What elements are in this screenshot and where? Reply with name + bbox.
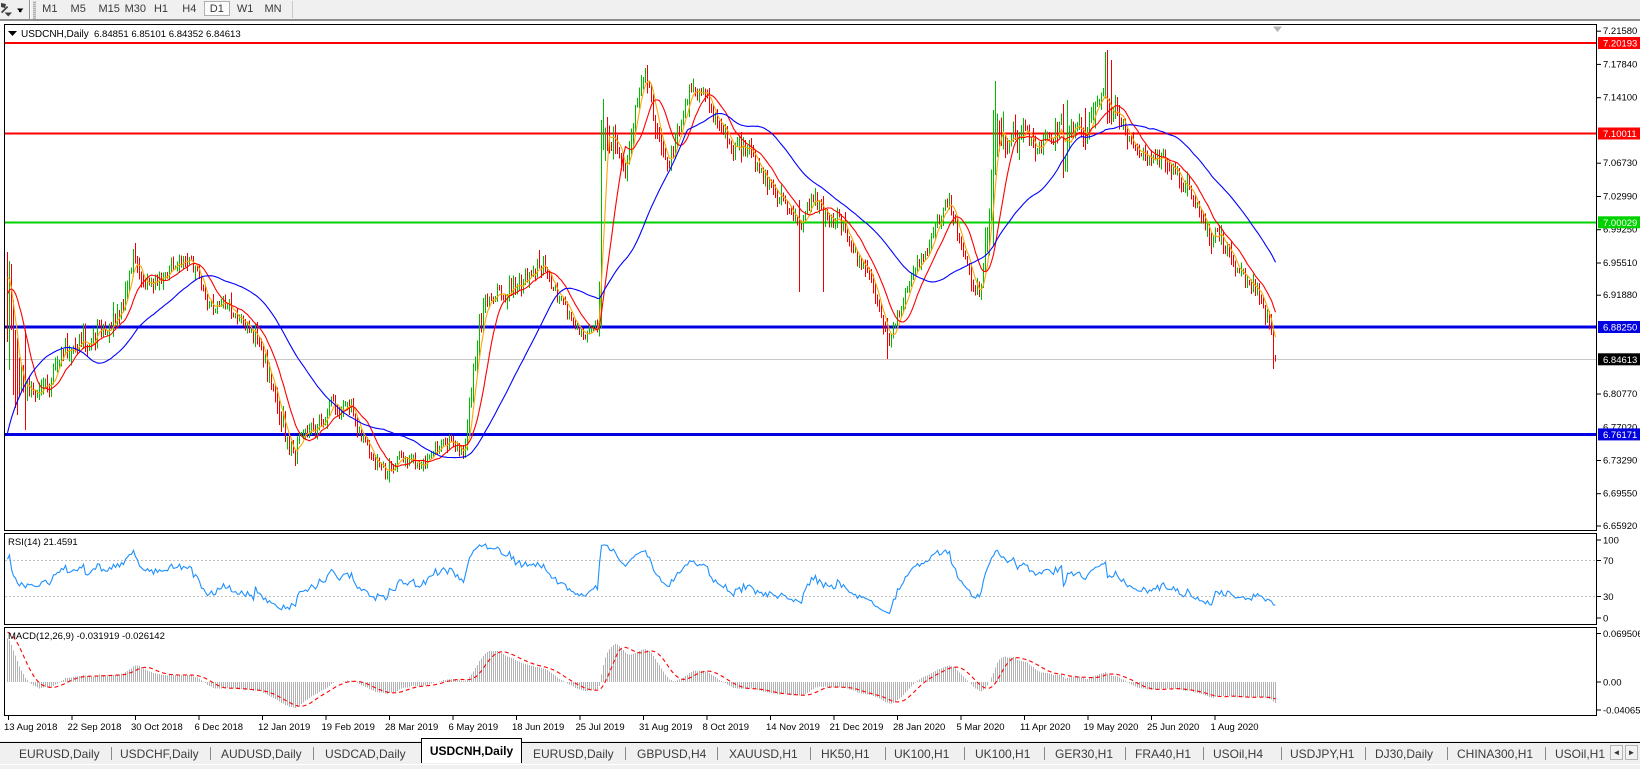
svg-text:6.84613: 6.84613 [1603,355,1637,366]
svg-text:6.69550: 6.69550 [1603,489,1637,500]
svg-text:MACD(12,26,9) -0.031919 -0.026: MACD(12,26,9) -0.031919 -0.026142 [8,631,165,642]
svg-text:8 Oct 2019: 8 Oct 2019 [703,722,749,733]
svg-text:7.02990: 7.02990 [1603,192,1637,203]
svg-text:7.17840: 7.17840 [1603,59,1637,70]
svg-text:31 Aug 2019: 31 Aug 2019 [639,722,692,733]
svg-text:6.76171: 6.76171 [1603,430,1637,441]
svg-text:30 Oct 2018: 30 Oct 2018 [131,722,183,733]
svg-text:28 Jan 2020: 28 Jan 2020 [893,722,945,733]
svg-text:6.91880: 6.91880 [1603,290,1637,301]
svg-text:1 Aug 2020: 1 Aug 2020 [1211,722,1259,733]
svg-text:21 Dec 2019: 21 Dec 2019 [830,722,884,733]
svg-text:18 Jun 2019: 18 Jun 2019 [512,722,564,733]
svg-text:0.00: 0.00 [1603,678,1622,689]
svg-text:USDCNH,Daily: USDCNH,Daily [21,29,89,40]
svg-text:6.65920: 6.65920 [1603,521,1637,532]
svg-text:100: 100 [1603,536,1619,547]
svg-text:6.88250: 6.88250 [1603,323,1637,334]
svg-text:6.77020: 6.77020 [1603,422,1637,433]
svg-text:6.99250: 6.99250 [1603,225,1637,236]
svg-text:11 Apr 2020: 11 Apr 2020 [1020,722,1071,733]
svg-text:7.14100: 7.14100 [1603,93,1637,104]
svg-text:28 Mar 2019: 28 Mar 2019 [385,722,438,733]
svg-text:22 Sep 2018: 22 Sep 2018 [68,722,122,733]
svg-text:6 May 2019: 6 May 2019 [449,722,499,733]
svg-text:0.069506: 0.069506 [1603,629,1640,640]
svg-text:6 Dec 2018: 6 Dec 2018 [195,722,244,733]
svg-text:19 Feb 2019: 19 Feb 2019 [322,722,375,733]
svg-text:25 Jun 2020: 25 Jun 2020 [1147,722,1199,733]
svg-text:6.80770: 6.80770 [1603,389,1637,400]
svg-text:RSI(14) 21.4591: RSI(14) 21.4591 [8,537,78,548]
svg-text:7.06730: 7.06730 [1603,158,1637,169]
svg-text:14 Nov 2019: 14 Nov 2019 [766,722,820,733]
svg-text:7.00029: 7.00029 [1603,218,1637,229]
svg-text:30: 30 [1603,592,1614,603]
svg-text:6.84851 6.85101 6.84352 6.8461: 6.84851 6.85101 6.84352 6.84613 [94,29,241,40]
svg-text:-0.040655: -0.040655 [1603,706,1640,717]
svg-text:7.21580: 7.21580 [1603,26,1637,37]
svg-text:25 Jul 2019: 25 Jul 2019 [576,722,625,733]
svg-text:19 May 2020: 19 May 2020 [1084,722,1139,733]
svg-text:7.10011: 7.10011 [1603,129,1637,140]
svg-text:7.20193: 7.20193 [1603,39,1637,50]
svg-text:13 Aug 2018: 13 Aug 2018 [4,722,57,733]
svg-text:6.73290: 6.73290 [1603,456,1637,467]
svg-text:6.95510: 6.95510 [1603,258,1637,269]
svg-text:5 Mar 2020: 5 Mar 2020 [957,722,1005,733]
svg-text:70: 70 [1603,556,1614,567]
svg-text:0: 0 [1603,614,1608,625]
svg-text:12 Jan 2019: 12 Jan 2019 [258,722,310,733]
